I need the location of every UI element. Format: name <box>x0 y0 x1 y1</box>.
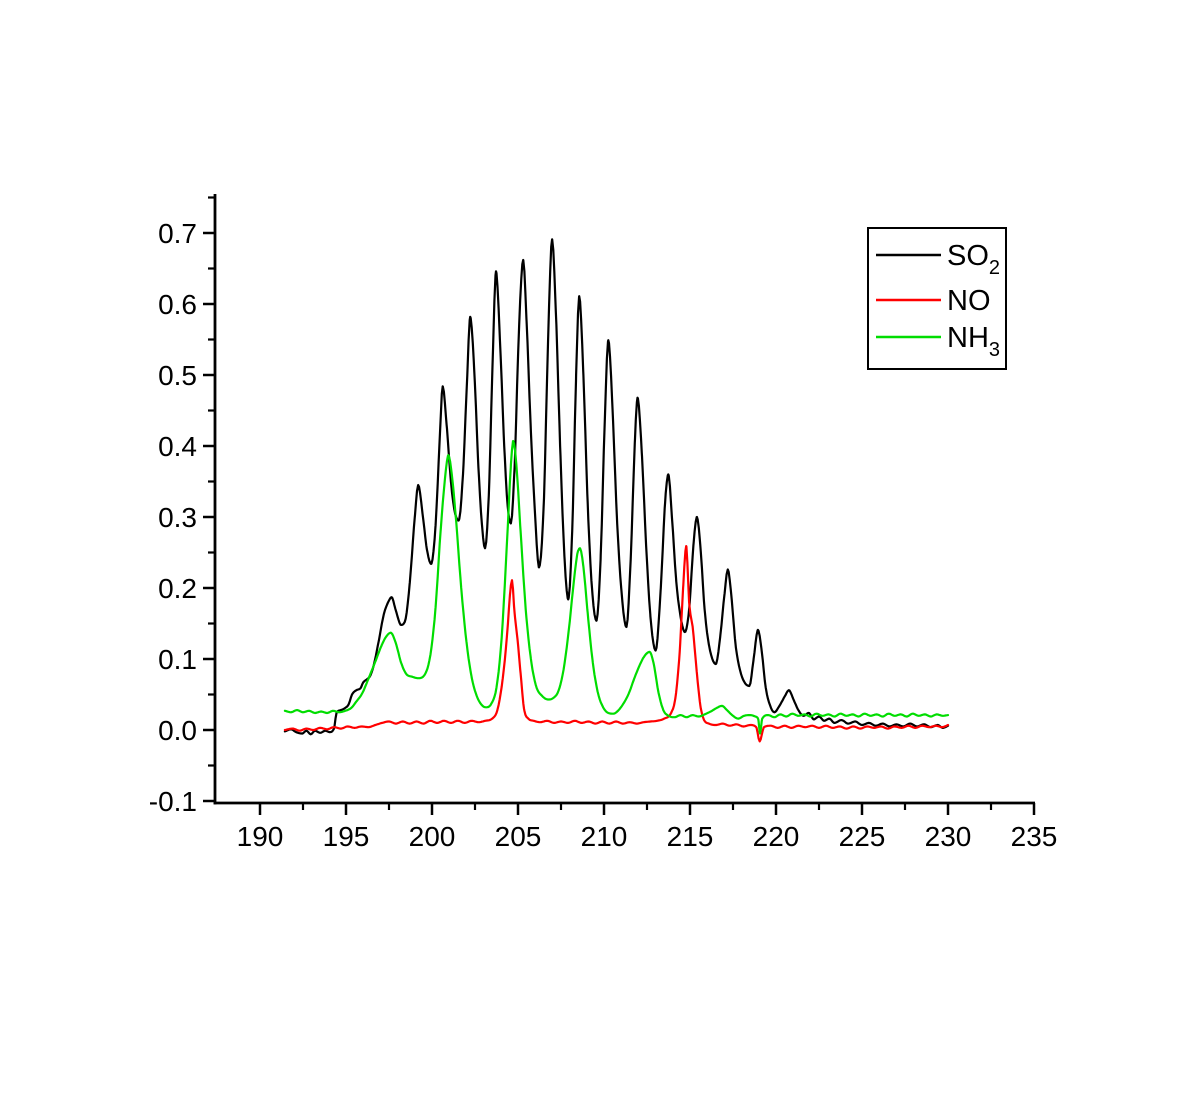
x-axis-tick-label: 230 <box>925 821 972 852</box>
series-no-line <box>283 545 950 743</box>
legend-label-no: NO <box>947 285 991 317</box>
legend-label-so2: SO2 <box>947 240 1000 279</box>
x-axis-tick-label: 215 <box>667 821 714 852</box>
series-nh3-line <box>283 439 950 735</box>
y-axis-tick-label: 0.5 <box>158 360 197 391</box>
x-axis-tick-label: 195 <box>323 821 370 852</box>
x-axis-tick-label: 225 <box>839 821 886 852</box>
y-axis-tick-label: 0.6 <box>158 289 197 320</box>
x-axis-tick-label: 210 <box>581 821 628 852</box>
x-axis-tick-label: 190 <box>237 821 284 852</box>
y-axis-tick-label: 0.2 <box>158 573 197 604</box>
x-axis-tick-label: 235 <box>1011 821 1058 852</box>
y-axis-tick-label: 0.1 <box>158 644 197 675</box>
series-so2-line <box>283 238 950 736</box>
legend-label-nh3: NH3 <box>947 322 1000 361</box>
x-axis-tick-label: 220 <box>753 821 800 852</box>
y-axis-tick-label: -0.1 <box>149 786 197 817</box>
y-axis-tick-label: 0.0 <box>158 715 197 746</box>
series-lines <box>283 238 950 743</box>
legend: SO2 NO NH3 <box>867 227 1007 370</box>
y-axis-tick-label: 0.3 <box>158 502 197 533</box>
y-axis-tick-label: 0.7 <box>158 218 197 249</box>
legend-box <box>867 227 1007 370</box>
x-axis-tick-label: 205 <box>495 821 542 852</box>
x-axis-tick-label: 200 <box>409 821 456 852</box>
y-axis-tick-label: 0.4 <box>158 431 197 462</box>
axes: 190 195 200 205 210 215 220 225 230 235 -0.1 0.0 0.1… <box>149 194 1058 852</box>
